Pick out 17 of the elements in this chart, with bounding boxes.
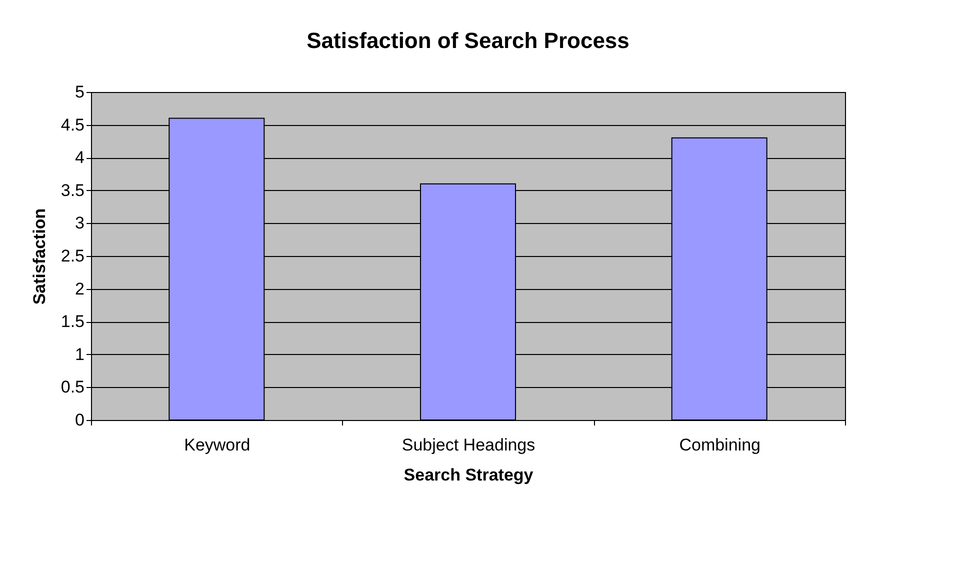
y-tick-label: 1.5 (60, 312, 84, 332)
y-tick-label: 2.5 (60, 246, 84, 266)
x-tick-label: Keyword (184, 436, 250, 454)
y-tick-label: 1 (75, 344, 84, 364)
y-tick-label: 3 (75, 214, 84, 233)
y-tick-label: 0.5 (60, 378, 84, 397)
y-axis-title: Satisfaction (30, 208, 49, 305)
x-tick-label: Subject Headings (402, 436, 536, 454)
x-tick-label: Combining (679, 436, 760, 454)
y-tick-label: 5 (75, 82, 84, 102)
chart-title: Satisfaction of Search Process (306, 28, 630, 53)
y-tick-label: 3.5 (60, 180, 84, 200)
y-tick-label: 4.5 (60, 115, 84, 134)
y-tick-label: 0 (75, 410, 84, 430)
y-tick-label: 2 (75, 279, 84, 298)
x-axis-title: Search Strategy (404, 466, 534, 484)
y-tick-label: 4 (75, 148, 84, 168)
